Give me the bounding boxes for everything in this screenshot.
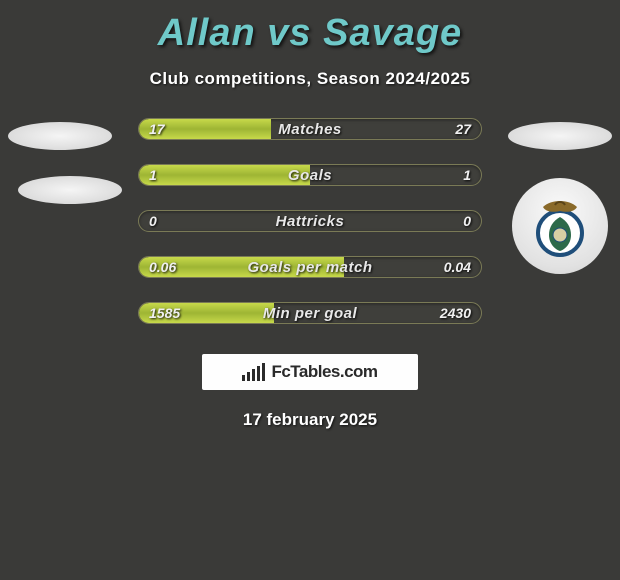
stat-row: 1Goals1	[138, 164, 482, 186]
subtitle: Club competitions, Season 2024/2025	[0, 69, 620, 89]
stat-row: 17Matches27	[138, 118, 482, 140]
stat-bar: 17Matches27	[138, 118, 482, 140]
club-badge-right	[512, 178, 608, 274]
stat-label: Goals	[139, 165, 481, 185]
stat-row: 1585Min per goal2430	[138, 302, 482, 324]
brand-text: FcTables.com	[271, 362, 377, 382]
page-title: Allan vs Savage	[0, 0, 620, 55]
stat-label: Goals per match	[139, 257, 481, 277]
stat-label: Hattricks	[139, 211, 481, 231]
stat-right-value: 0.04	[444, 257, 471, 277]
player-marker-left	[18, 176, 122, 204]
stat-right-value: 27	[455, 119, 471, 139]
player-marker-left	[8, 122, 112, 150]
stat-bar: 0Hattricks0	[138, 210, 482, 232]
stat-bar: 1Goals1	[138, 164, 482, 186]
barchart-icon	[242, 363, 265, 381]
stat-bar: 0.06Goals per match0.04	[138, 256, 482, 278]
stat-bar: 1585Min per goal2430	[138, 302, 482, 324]
stat-label: Matches	[139, 119, 481, 139]
date: 17 february 2025	[0, 410, 620, 430]
stat-label: Min per goal	[139, 303, 481, 323]
brand-logo[interactable]: FcTables.com	[202, 354, 418, 390]
stat-right-value: 2430	[440, 303, 471, 323]
stat-row: 0.06Goals per match0.04	[138, 256, 482, 278]
crest-icon	[525, 191, 595, 261]
stat-right-value: 1	[463, 165, 471, 185]
player-marker-right	[508, 122, 612, 150]
stat-right-value: 0	[463, 211, 471, 231]
stat-row: 0Hattricks0	[138, 210, 482, 232]
